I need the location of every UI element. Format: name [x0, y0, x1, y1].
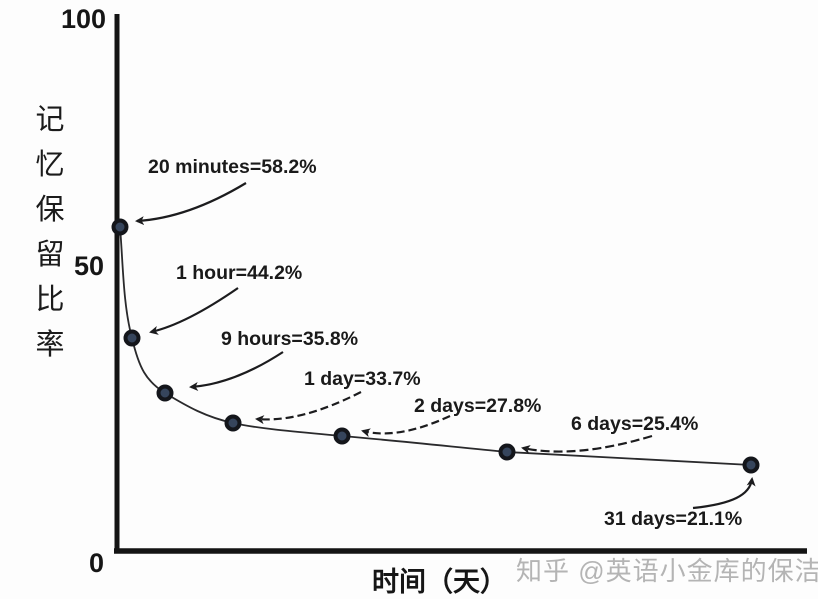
data-point-1-hour	[123, 329, 141, 347]
data-points	[111, 218, 760, 474]
data-point-2-days	[333, 427, 351, 445]
y-axis-title-char: 忆	[35, 149, 65, 181]
arrow-to-31-days-point	[692, 477, 756, 510]
y-axis-title-char: 率	[35, 329, 65, 361]
data-point-20-minutes	[111, 218, 129, 236]
annotation-6-days: 6 days=25.4%	[571, 413, 699, 435]
y-axis-tick-100: 100	[60, 4, 106, 34]
arrow-to-1-day-point	[255, 391, 362, 425]
y-axis-title-char: 留	[35, 239, 65, 271]
watermark: 知乎 @英语小金库的保洁	[516, 556, 818, 586]
arrow-to-6-days-point	[521, 434, 653, 454]
y-axis-tick-0: 0	[88, 548, 104, 578]
retention-curve	[119, 226, 752, 466]
arrow-to-1-hour-point	[149, 287, 239, 335]
y-axis-tick-50: 50	[73, 251, 104, 281]
arrow-to-2-days-point	[361, 415, 451, 438]
data-point-1-day	[224, 414, 242, 432]
data-point-6-days	[498, 443, 516, 461]
annotation-9-hours: 9 hours=35.8%	[221, 328, 359, 350]
annotation-2-days: 2 days=27.8%	[414, 395, 542, 417]
y-axis-title-char: 比	[35, 284, 65, 316]
annotation-1-hour: 1 hour=44.2%	[176, 262, 303, 284]
y-axis-title-char: 保	[35, 194, 65, 226]
arrow-to-20-minutes-point	[135, 182, 247, 226]
y-axis-title-char: 记	[35, 104, 65, 136]
data-point-31-days	[742, 456, 760, 474]
annotation-20-minutes: 20 minutes=58.2%	[148, 156, 317, 178]
data-point-9-hours	[156, 384, 174, 402]
x-axis-title: 时间（天）	[372, 567, 507, 597]
annotation-1-day: 1 day=33.7%	[304, 368, 421, 390]
annotation-31-days: 31 days=21.1%	[604, 508, 743, 530]
y-axis-title: 记 忆 保 留 比 率	[31, 98, 69, 368]
arrow-to-9-hours-point	[189, 351, 284, 391]
